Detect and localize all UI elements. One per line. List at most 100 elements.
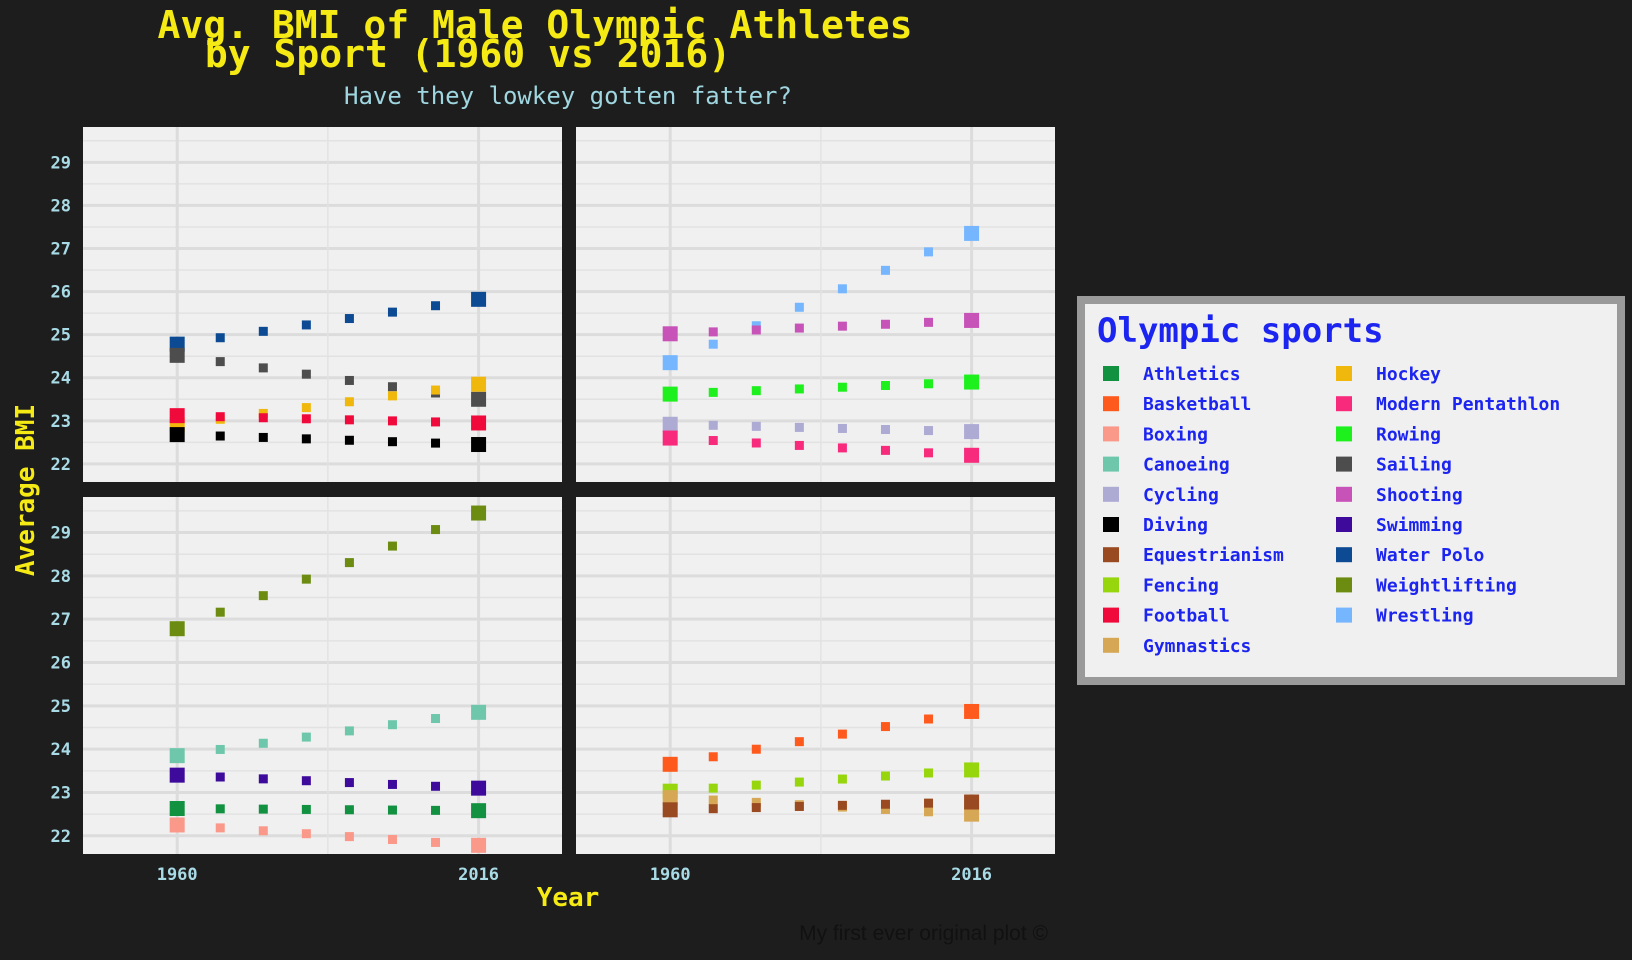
series-swimming	[169, 767, 487, 796]
trend-dot	[924, 247, 934, 257]
trend-dot	[708, 752, 718, 762]
y-tick-label: 25	[51, 326, 71, 346]
legend-label: Equestrianism	[1143, 545, 1284, 566]
trend-dot	[794, 384, 804, 394]
y-tick-label: 26	[51, 283, 71, 303]
point-2016	[471, 291, 487, 307]
trend-dot	[215, 823, 225, 833]
point-2016	[964, 225, 980, 241]
trend-dot	[924, 426, 934, 436]
trend-dot	[837, 382, 847, 392]
trend-dot	[301, 414, 311, 424]
x-tick-label: 1960	[157, 865, 198, 885]
trend-dot	[431, 385, 441, 395]
trend-dot	[344, 832, 354, 842]
point-1960	[662, 355, 678, 371]
y-tick-label: 29	[51, 153, 71, 173]
trend-dot	[258, 363, 268, 373]
trend-dot	[215, 804, 225, 814]
legend-item: Modern Pentathlon	[1336, 394, 1560, 415]
trend-dot	[431, 525, 441, 535]
legend-swatch	[1103, 607, 1119, 623]
trend-dot	[837, 443, 847, 453]
trend-dot	[431, 781, 441, 791]
point-1960	[169, 801, 185, 817]
trend-dot	[344, 435, 354, 445]
legend-swatch	[1103, 517, 1119, 532]
point-2016	[964, 703, 980, 719]
trend-dot	[344, 375, 354, 385]
legend-swatch	[1103, 637, 1119, 653]
series-canoeing	[169, 704, 487, 764]
legend-swatch	[1103, 366, 1119, 381]
chart-title-line2: by Sport (1960 vs 2016)	[205, 32, 731, 76]
legend-swatch	[1336, 396, 1352, 412]
legend-label: Gymnastics	[1143, 636, 1251, 657]
trend-dot	[924, 379, 934, 389]
trend-dot	[924, 798, 934, 808]
y-tick-label: 23	[51, 783, 71, 803]
trend-dot	[794, 323, 804, 333]
trend-dot	[794, 440, 804, 450]
y-axis-title: Average BMI	[11, 404, 41, 576]
legend-item: Canoeing	[1103, 455, 1230, 476]
point-1960	[169, 621, 185, 637]
legend-label: Sailing	[1376, 455, 1452, 476]
trend-dot	[301, 776, 311, 786]
point-2016	[964, 762, 980, 778]
point-2016	[471, 376, 487, 392]
trend-dot	[215, 607, 225, 617]
trend-dot	[708, 436, 718, 446]
point-2016	[964, 424, 980, 440]
trend-dot	[751, 744, 761, 754]
point-2016	[964, 374, 980, 390]
trend-dot	[708, 783, 718, 793]
trend-dot	[751, 325, 761, 335]
trend-dot	[880, 445, 890, 455]
point-1960	[662, 326, 678, 342]
trend-dot	[794, 801, 804, 811]
series-shooting	[662, 312, 980, 342]
legend-item: Weightlifting	[1336, 575, 1517, 596]
x-tick-label: 2016	[458, 865, 499, 885]
legend-swatch	[1336, 456, 1352, 472]
legend-label: Wrestling	[1376, 606, 1474, 627]
legend-label: Swimming	[1376, 515, 1463, 536]
trend-dot	[215, 357, 225, 367]
trend-dot	[708, 795, 718, 805]
point-2016	[471, 837, 487, 853]
point-1960	[169, 748, 185, 764]
trend-dot	[215, 431, 225, 441]
series-equestrianism	[662, 794, 980, 818]
trend-dot	[387, 437, 397, 447]
legend-item: Diving	[1103, 515, 1208, 536]
trend-dot	[880, 425, 890, 435]
trend-dot	[837, 774, 847, 784]
trend-dot	[837, 284, 847, 294]
legend-box	[1077, 296, 1625, 685]
trend-dot	[301, 320, 311, 330]
point-1960	[662, 790, 678, 806]
legend-label: Diving	[1143, 515, 1208, 536]
trend-dot	[708, 387, 718, 397]
trend-dot	[258, 804, 268, 814]
trend-dot	[751, 421, 761, 431]
legend-swatch	[1103, 577, 1119, 593]
trend-dot	[258, 591, 268, 601]
legend-item: Hockey	[1336, 364, 1441, 385]
legend-label: Rowing	[1376, 424, 1441, 445]
legend-swatch	[1336, 517, 1352, 532]
trend-dot	[301, 804, 311, 814]
trend-dot	[387, 541, 397, 551]
legend-label: Cycling	[1143, 485, 1219, 506]
point-2016	[471, 437, 487, 453]
trend-dot	[751, 803, 761, 813]
trend-dot	[387, 307, 397, 317]
trend-dot	[344, 397, 354, 407]
y-tick-label: 27	[51, 610, 71, 630]
legend-item: Swimming	[1336, 515, 1463, 536]
trend-dot	[924, 448, 934, 458]
legend-label: Boxing	[1143, 424, 1208, 445]
legend-item: Athletics	[1103, 364, 1241, 385]
